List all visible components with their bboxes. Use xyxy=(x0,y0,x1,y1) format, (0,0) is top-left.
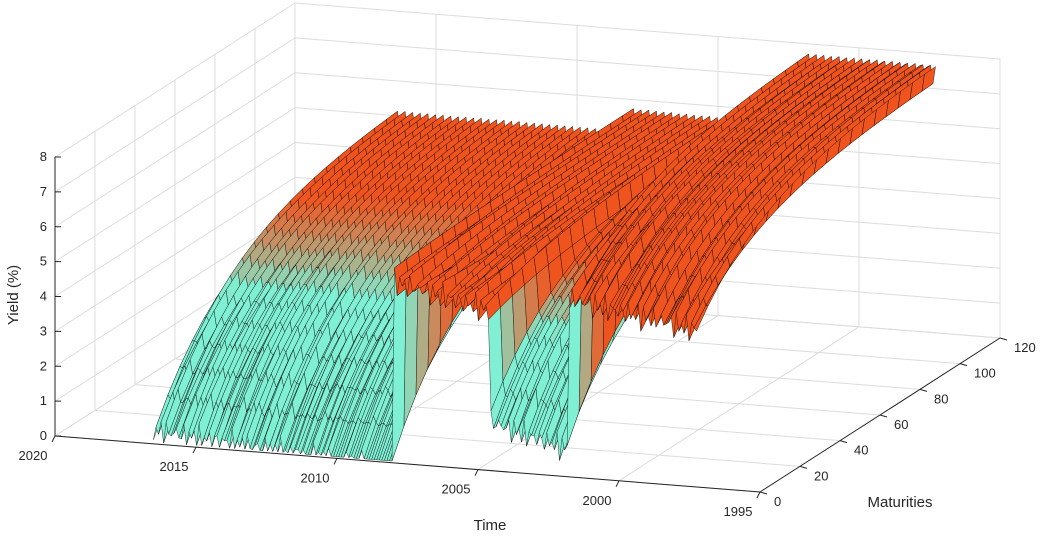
grid-line xyxy=(477,315,719,471)
grid-line xyxy=(618,326,860,482)
y-tick xyxy=(879,414,888,418)
x-axis-label: Time xyxy=(474,517,507,534)
x-tick xyxy=(333,458,338,465)
z-tick-label: 5 xyxy=(40,254,47,269)
x-tick-label: 2015 xyxy=(160,459,189,474)
y-tick-label: 40 xyxy=(854,443,868,458)
x-tick xyxy=(615,480,620,488)
z-axis-label: Yield (%) xyxy=(5,265,22,325)
yield-surface xyxy=(153,53,936,462)
y-tick-label: 60 xyxy=(894,417,908,432)
z-tick-label: 6 xyxy=(40,219,47,234)
y-tick-label: 120 xyxy=(1014,340,1036,355)
y-tick-label: 0 xyxy=(774,494,781,509)
x-tick xyxy=(192,446,197,454)
y-tick-label: 20 xyxy=(814,468,828,483)
z-tick-label: 3 xyxy=(40,323,47,338)
z-tick-label: 1 xyxy=(40,393,47,408)
y-tick xyxy=(959,363,968,367)
x-tick xyxy=(51,435,56,443)
x-tick-label: 2000 xyxy=(583,493,612,508)
y-axis-label: Maturities xyxy=(867,494,932,511)
x-tick-label: 2005 xyxy=(442,482,471,497)
y-tick xyxy=(999,337,1008,341)
x-tick xyxy=(474,469,479,476)
x-tick-label: 2020 xyxy=(19,448,48,463)
y-tick xyxy=(759,491,768,495)
z-tick-label: 0 xyxy=(40,428,47,443)
x-tick-label: 1995 xyxy=(724,504,753,519)
z-tick-label: 4 xyxy=(40,289,47,304)
grid-line xyxy=(294,2,1001,60)
y-tick-label: 100 xyxy=(974,366,996,381)
y-tick xyxy=(839,440,848,444)
y-tick-label: 80 xyxy=(934,391,948,406)
z-tick-label: 8 xyxy=(40,149,47,164)
z-tick-label: 2 xyxy=(40,358,47,373)
x-tick-label: 2010 xyxy=(301,470,330,485)
z-tick-label: 7 xyxy=(40,184,47,199)
x-tick xyxy=(756,491,761,499)
y-tick xyxy=(919,388,928,392)
y-tick xyxy=(799,465,808,469)
